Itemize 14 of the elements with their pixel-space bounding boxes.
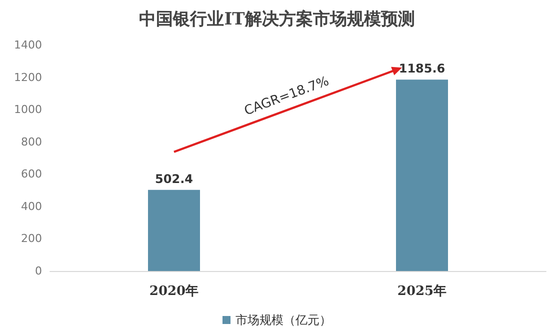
x-tick-label: 2025年 — [397, 284, 447, 299]
chart-title: 中国银行业IT解决方案市场规模预测 — [139, 8, 415, 30]
x-tick-label: 2020年 — [149, 284, 199, 299]
y-tick-label: 200 — [21, 232, 42, 246]
y-tick-label: 1400 — [14, 38, 42, 52]
y-tick-label: 0 — [35, 264, 42, 278]
y-tick-label: 1000 — [14, 103, 42, 116]
data-label: 1185.6 — [398, 62, 446, 76]
legend-label: 市场规模（亿元） — [236, 313, 332, 327]
y-tick-label: 800 — [21, 135, 42, 148]
data-label: 502.4 — [155, 172, 193, 186]
y-tick-label: 600 — [21, 168, 42, 181]
y-tick-label: 1200 — [14, 70, 42, 84]
y-tick-label: 400 — [21, 200, 42, 213]
